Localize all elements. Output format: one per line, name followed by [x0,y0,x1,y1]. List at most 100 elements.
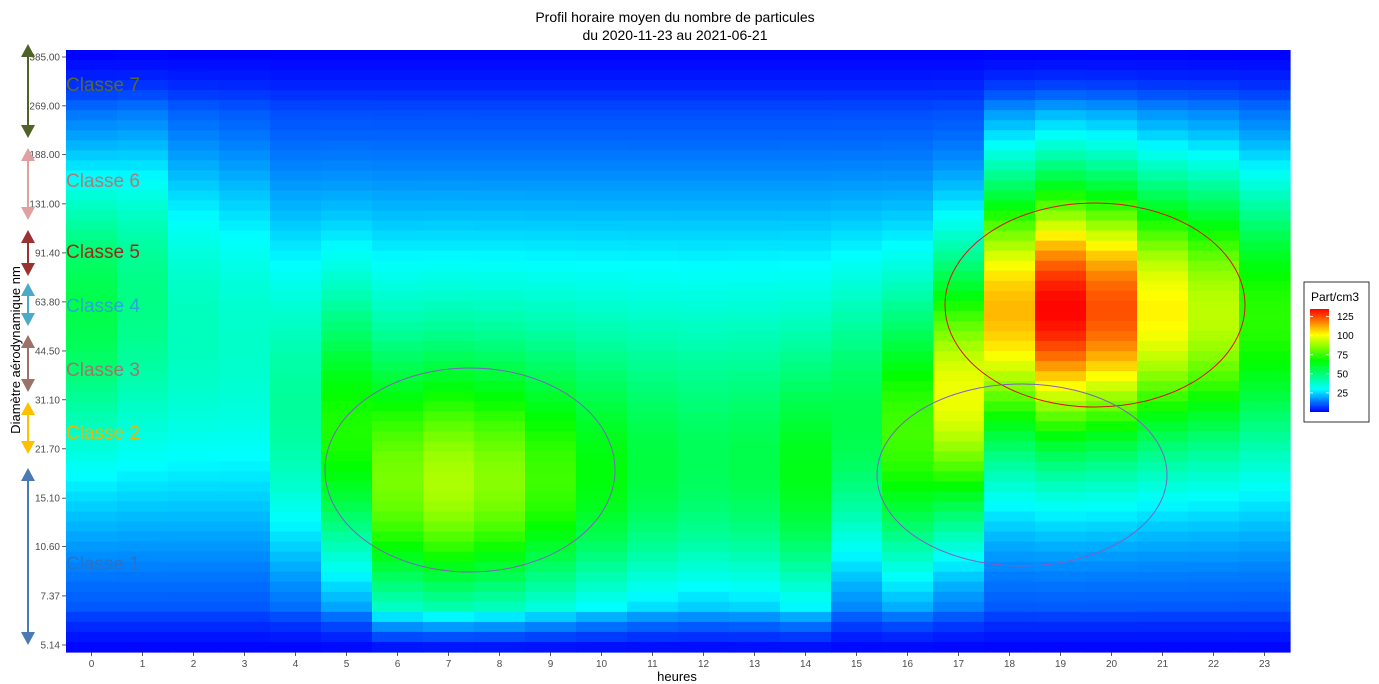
heatmap-cell [678,110,730,121]
heatmap-cell [474,631,526,643]
heatmap-cell [1188,130,1240,141]
heatmap-cell [270,601,322,613]
heatmap-cell [474,330,526,342]
heatmap-cell [423,541,475,553]
heatmap-cell [1086,371,1138,382]
heatmap-cell [168,310,220,322]
heatmap-cell [1137,320,1189,332]
heatmap-cell [678,230,730,242]
x-tick-label: 23 [1259,659,1271,670]
heatmap-cell [729,581,781,593]
heatmap-cell [882,401,934,412]
heatmap-cell [168,240,220,252]
heatmap-cell [474,481,526,493]
heatmap-cell [1239,551,1291,563]
heatmap-cell [1137,451,1189,462]
heatmap-cell [576,581,628,593]
heatmap-cell [372,511,424,523]
heatmap-cell [219,340,271,352]
heatmap-cell [984,70,1036,81]
ellipse-annotations [324,202,1246,573]
heatmap-cell [423,551,475,563]
heatmap-cell [321,461,373,472]
heatmap-cell [627,441,679,452]
heatmap-cell [627,421,679,432]
heatmap-cell [729,270,781,282]
heatmap-cell [219,140,271,151]
heatmap-cell [933,70,985,81]
heatmap-cell [66,60,118,71]
heatmap-cell [1239,541,1291,553]
heatmap-cell [627,411,679,422]
heatmap-cell [780,511,832,523]
heatmap-cell [117,210,169,222]
heatmap-cell [321,320,373,332]
heatmap-cell [1188,481,1240,493]
heatmap-cell [525,160,577,171]
y-tick-label: 10.60 [35,542,60,553]
heatmap-cell [66,491,118,503]
heatmap-cell [831,320,883,332]
heatmap-cell [423,641,475,653]
heatmap-cell [1137,541,1189,553]
heatmap-cell [831,611,883,623]
heatmap-cell [474,501,526,513]
heatmap-cell [831,541,883,553]
heatmap-cell [1035,461,1087,472]
heatmap-cell [1035,541,1087,553]
heatmap-cell [933,100,985,111]
heatmap-cell [576,240,628,252]
heatmap-cell [882,471,934,483]
heatmap-cell [117,270,169,282]
heatmap-cell [321,70,373,81]
heatmap-cell [270,381,322,392]
heatmap-cell [1086,300,1138,312]
heatmap-cell [168,481,220,493]
class-arrow-head-up [21,335,35,348]
heatmap-cell [882,120,934,131]
heatmap-cell [1137,521,1189,533]
heatmap-cell [831,340,883,352]
x-tick-label: 21 [1157,659,1169,670]
class-arrow-head-down [21,441,35,454]
heatmap-cell [270,561,322,573]
heatmap-cell [576,220,628,232]
heatmap-cell [984,641,1036,653]
heatmap-cell [372,150,424,161]
x-tick-label: 6 [395,659,401,670]
heatmap-cell [321,250,373,262]
heatmap-cell [1239,571,1291,583]
heatmap-cell [423,421,475,432]
heatmap-cell [168,371,220,382]
heatmap-cell [474,290,526,302]
heatmap-cell [270,551,322,563]
heatmap-cell [729,621,781,633]
heatmap-cell [474,130,526,141]
heatmap-cell [882,180,934,192]
heatmap-cell [474,531,526,543]
heatmap-cell [372,280,424,292]
heatmap-cell [1035,411,1087,422]
heatmap-cell [627,130,679,141]
heatmap-cell [168,340,220,352]
heatmap-cell [1086,481,1138,493]
heatmap-cell [321,621,373,633]
heatmap-cell [321,351,373,362]
heatmap-cell [525,521,577,533]
heatmap-cell [270,641,322,653]
heatmap-cell [1086,551,1138,563]
heatmap-cell [1137,160,1189,171]
heatmap-cell [270,90,322,101]
heatmap-cell [1035,140,1087,151]
x-tick-label: 12 [698,659,710,670]
heatmap-cell [678,60,730,71]
heatmap-cell [933,461,985,472]
heatmap-cell [1035,270,1087,282]
heatmap-cell [423,591,475,603]
heatmap-cell [321,60,373,71]
heatmap-cell [168,160,220,171]
heatmap-cell [423,280,475,292]
heatmap-cell [117,381,169,392]
heatmap-cell [627,601,679,613]
heatmap-cell [525,230,577,242]
